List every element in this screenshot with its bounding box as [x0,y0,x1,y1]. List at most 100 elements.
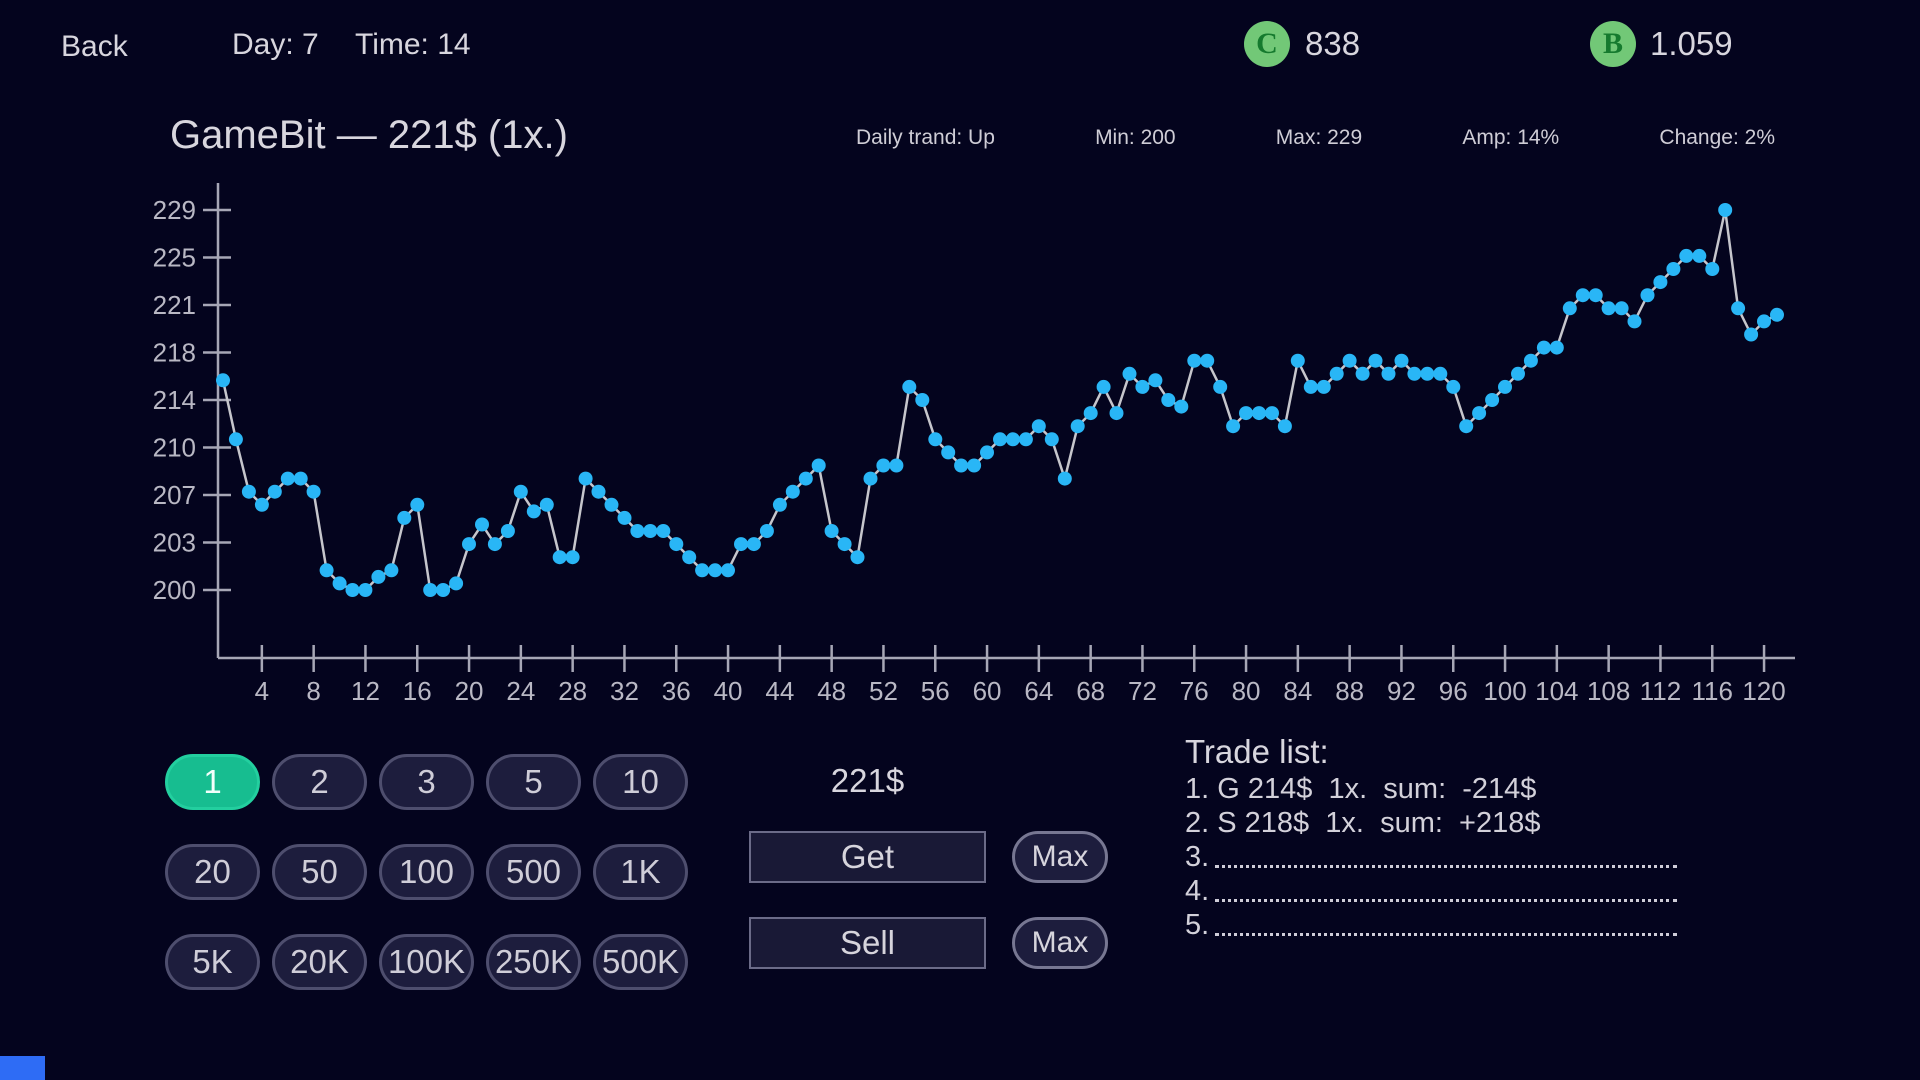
data-point [332,576,347,591]
x-tick-label: 108 [1587,676,1630,706]
data-point [319,563,334,578]
data-point [785,484,800,499]
data-point [1368,353,1383,368]
data-point [1044,432,1059,447]
data-point [487,537,502,552]
amount-button-3[interactable]: 3 [379,754,474,810]
x-tick-label: 92 [1387,676,1416,706]
dotted-line [1215,840,1677,868]
data-point [1770,307,1784,322]
x-tick-label: 88 [1335,676,1364,706]
data-point [1057,471,1072,486]
data-point [1381,366,1396,381]
data-point [552,550,567,565]
data-point [1135,379,1150,394]
get-max-button[interactable]: Max [1012,831,1108,883]
x-tick-label: 112 [1640,676,1681,706]
x-tick-label: 80 [1232,676,1261,706]
data-point [889,458,904,473]
data-point [1342,353,1357,368]
data-point [1161,393,1176,407]
data-point [371,569,386,584]
data-point [1498,379,1512,394]
amount-button-100K[interactable]: 100K [379,934,474,990]
x-tick-label: 100 [1483,676,1526,706]
data-point [1692,248,1707,263]
data-point [941,445,956,460]
amount-button-20K[interactable]: 20K [272,934,367,990]
back-button[interactable]: Back [61,30,128,63]
data-point [1472,406,1487,421]
data-point [1601,301,1616,316]
x-tick-label: 52 [869,676,898,706]
data-point [1252,406,1266,421]
data-point [228,432,243,447]
amount-button-20[interactable]: 20 [165,844,260,900]
data-point [1070,419,1085,434]
x-tick-label: 12 [351,676,380,706]
data-point [267,484,282,499]
data-point [1355,366,1370,381]
amount-button-10[interactable]: 10 [593,754,688,810]
data-point [798,471,813,486]
data-point [811,458,826,473]
data-point [475,517,489,532]
data-point [954,458,969,473]
coin-c-value: 838 [1305,25,1361,62]
stat-item-1: Min: 200 [1095,126,1176,149]
data-point [565,550,580,565]
data-point [1407,366,1422,381]
sell-max-button[interactable]: Max [1012,917,1108,969]
data-point [876,458,891,473]
amount-button-1K[interactable]: 1K [593,844,688,900]
sell-button[interactable]: Sell [749,917,986,969]
data-point [578,471,593,486]
y-tick-label: 207 [153,480,196,510]
x-tick-label: 60 [973,676,1002,706]
x-tick-label: 72 [1128,676,1157,706]
amount-button-50[interactable]: 50 [272,844,367,900]
y-tick-label: 221 [153,290,196,320]
stat-item-2: Max: 229 [1275,126,1363,149]
data-point [1187,353,1202,368]
time-label: Time: 14 [355,28,471,61]
data-point [500,524,515,538]
data-point [216,373,230,388]
data-point [669,537,684,552]
x-tick-label: 120 [1742,676,1785,706]
data-point [1627,314,1642,329]
get-button[interactable]: Get [749,831,986,883]
amount-button-500K[interactable]: 500K [593,934,688,990]
data-point [280,471,295,486]
y-tick-label: 210 [153,433,196,463]
data-point [436,583,451,597]
data-point [1226,419,1241,434]
data-point [721,563,735,578]
data-point [1109,406,1124,421]
data-point [772,497,787,512]
data-point [1213,379,1228,394]
amount-button-500[interactable]: 500 [486,844,581,900]
x-tick-label: 20 [455,676,484,706]
amount-button-5K[interactable]: 5K [165,934,260,990]
amount-button-5[interactable]: 5 [486,754,581,810]
y-tick-label: 203 [153,528,196,558]
amount-button-2[interactable]: 2 [272,754,367,810]
bottom-left-blue-box [0,1056,45,1080]
amount-button-1[interactable]: 1 [165,754,260,810]
data-point [1174,399,1189,414]
y-tick-label: 218 [153,338,196,368]
data-point [1705,262,1720,276]
y-tick-label: 214 [153,385,196,415]
x-tick-label: 8 [306,676,320,706]
trade-list-title: Trade list: [1185,733,1329,770]
data-point [397,510,412,525]
data-point [1536,340,1551,355]
trade-list-empty-item-3: 5. [1185,908,1677,942]
amount-button-100[interactable]: 100 [379,844,474,900]
page-title: GameBit — 221$ (1x.) [170,113,568,157]
amount-button-250K[interactable]: 250K [486,934,581,990]
data-point [734,537,748,552]
data-point [1303,379,1318,394]
